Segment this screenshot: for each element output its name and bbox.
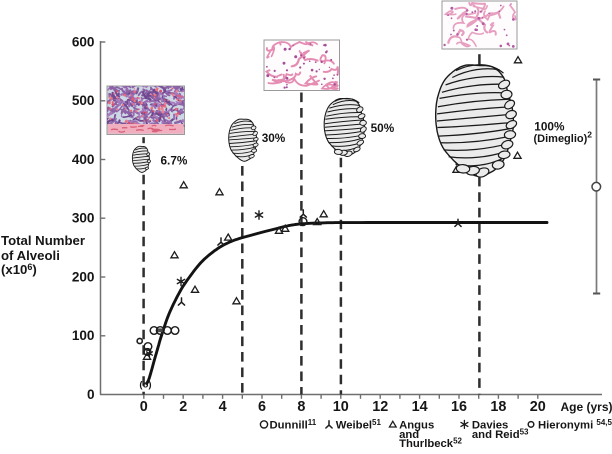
- svg-text:100%: 100%: [534, 119, 565, 133]
- svg-text:500: 500: [72, 93, 95, 108]
- svg-text:20: 20: [530, 399, 546, 415]
- svg-text:(x106): (x106): [1, 262, 37, 277]
- svg-text:30%: 30%: [262, 131, 286, 145]
- svg-text:2: 2: [179, 399, 187, 415]
- svg-text:18: 18: [490, 399, 506, 415]
- svg-text:Davies: Davies: [472, 420, 508, 432]
- svg-text:Weibel51: Weibel51: [336, 418, 382, 432]
- svg-text:6: 6: [258, 399, 266, 415]
- svg-text:Age (yrs): Age (yrs): [561, 400, 612, 414]
- svg-text:6.7%: 6.7%: [161, 153, 188, 167]
- svg-text:400: 400: [72, 152, 95, 167]
- svg-text:and: and: [399, 429, 419, 441]
- svg-text:200: 200: [72, 269, 95, 284]
- svg-text:0: 0: [140, 399, 148, 415]
- svg-text:50%: 50%: [371, 121, 395, 135]
- svg-text:Dunnill11: Dunnill11: [270, 418, 317, 432]
- svg-text:Thurlbeck52: Thurlbeck52: [399, 437, 462, 451]
- svg-text:600: 600: [72, 34, 95, 49]
- svg-text:8: 8: [297, 399, 305, 415]
- svg-text:and Reid53: and Reid53: [472, 427, 529, 441]
- svg-text:10: 10: [333, 399, 349, 415]
- svg-text:0: 0: [87, 387, 95, 402]
- svg-text:16: 16: [451, 399, 467, 415]
- svg-text:Total Number: Total Number: [1, 233, 85, 248]
- svg-text:12: 12: [372, 399, 388, 415]
- svg-text:(o): (o): [139, 380, 151, 391]
- svg-text:300: 300: [72, 211, 95, 226]
- svg-text:(Dimeglio)2: (Dimeglio)2: [534, 130, 593, 146]
- svg-text:14: 14: [412, 399, 428, 415]
- svg-text:100: 100: [72, 328, 95, 343]
- svg-text:4: 4: [219, 399, 227, 415]
- svg-text:of Alveoli: of Alveoli: [1, 248, 60, 263]
- svg-text:Angus: Angus: [399, 420, 434, 432]
- svg-text:Hieronymi 54,55: Hieronymi 54,55: [538, 418, 612, 432]
